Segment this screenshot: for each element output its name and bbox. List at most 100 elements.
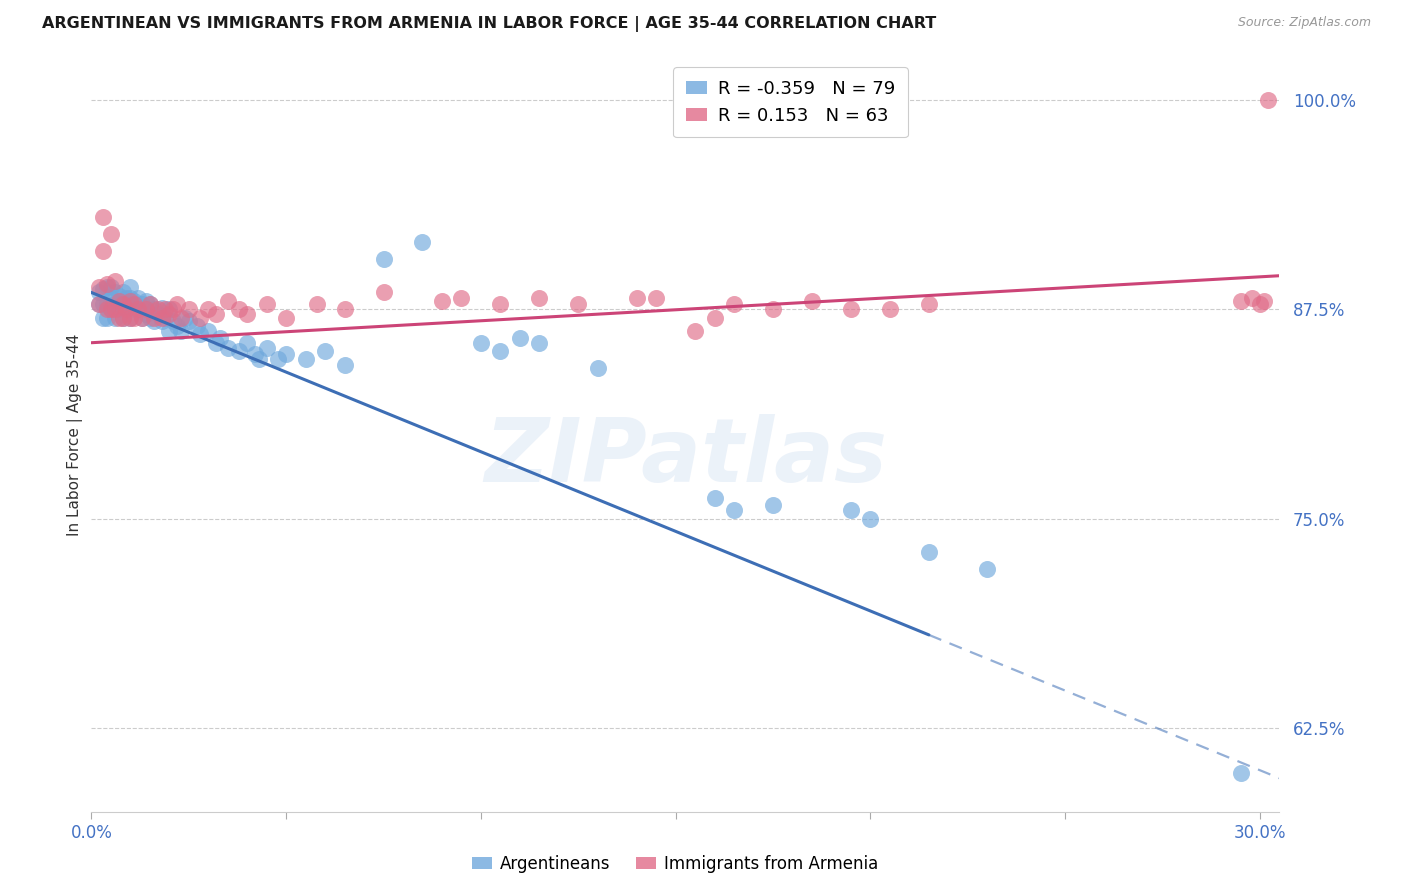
- Point: [111, 310, 134, 325]
- Point: [120, 310, 142, 325]
- Point: [683, 324, 706, 338]
- Point: [115, 302, 138, 317]
- Point: [139, 297, 162, 311]
- Point: [104, 285, 127, 300]
- Point: [115, 291, 138, 305]
- Point: [104, 302, 127, 317]
- Point: [586, 360, 609, 375]
- Point: [228, 302, 250, 317]
- Y-axis label: In Labor Force | Age 35-44: In Labor Force | Age 35-44: [67, 334, 83, 536]
- Point: [197, 302, 219, 317]
- Point: [96, 280, 118, 294]
- Point: [104, 310, 127, 325]
- Point: [91, 210, 114, 224]
- Point: [139, 297, 162, 311]
- Point: [645, 291, 668, 305]
- Point: [509, 331, 531, 345]
- Point: [91, 310, 114, 325]
- Point: [626, 291, 648, 305]
- Point: [703, 491, 725, 506]
- Point: [150, 314, 173, 328]
- Legend: Argentineans, Immigrants from Armenia: Argentineans, Immigrants from Armenia: [465, 848, 884, 880]
- Point: [859, 511, 882, 525]
- Point: [155, 310, 177, 325]
- Point: [411, 235, 433, 250]
- Point: [307, 297, 329, 311]
- Point: [723, 297, 745, 311]
- Point: [135, 307, 157, 321]
- Point: [111, 285, 134, 300]
- Point: [131, 310, 153, 325]
- Point: [470, 335, 492, 350]
- Point: [89, 297, 111, 311]
- Point: [135, 302, 157, 317]
- Point: [976, 562, 998, 576]
- Point: [107, 289, 129, 303]
- Point: [89, 297, 111, 311]
- Point: [333, 358, 356, 372]
- Point: [1229, 766, 1251, 780]
- Point: [120, 280, 142, 294]
- Point: [762, 302, 785, 317]
- Point: [294, 352, 316, 367]
- Point: [243, 347, 266, 361]
- Point: [529, 291, 551, 305]
- Point: [205, 335, 228, 350]
- Point: [146, 307, 169, 321]
- Point: [89, 280, 111, 294]
- Point: [529, 335, 551, 350]
- Point: [166, 297, 188, 311]
- Point: [100, 291, 122, 305]
- Point: [267, 352, 290, 367]
- Point: [1253, 293, 1275, 308]
- Point: [217, 293, 239, 308]
- Point: [236, 335, 259, 350]
- Point: [205, 307, 228, 321]
- Point: [1229, 293, 1251, 308]
- Point: [135, 293, 157, 308]
- Point: [256, 297, 278, 311]
- Point: [100, 227, 122, 241]
- Point: [157, 307, 180, 321]
- Point: [1249, 297, 1271, 311]
- Point: [333, 302, 356, 317]
- Point: [111, 297, 134, 311]
- Point: [107, 302, 129, 317]
- Point: [170, 324, 193, 338]
- Point: [96, 310, 118, 325]
- Point: [186, 318, 208, 333]
- Point: [122, 302, 145, 317]
- Point: [120, 297, 142, 311]
- Point: [107, 310, 129, 325]
- Point: [91, 282, 114, 296]
- Point: [100, 302, 122, 317]
- Point: [120, 291, 142, 305]
- Point: [1257, 93, 1279, 107]
- Point: [150, 301, 173, 315]
- Point: [190, 327, 212, 342]
- Point: [131, 297, 153, 311]
- Point: [170, 310, 193, 325]
- Text: ARGENTINEAN VS IMMIGRANTS FROM ARMENIA IN LABOR FORCE | AGE 35-44 CORRELATION CH: ARGENTINEAN VS IMMIGRANTS FROM ARMENIA I…: [42, 16, 936, 32]
- Point: [162, 302, 184, 317]
- Point: [166, 318, 188, 333]
- Point: [373, 285, 395, 300]
- Point: [131, 310, 153, 325]
- Point: [127, 291, 149, 305]
- Point: [276, 310, 298, 325]
- Point: [142, 302, 165, 317]
- Point: [142, 314, 165, 328]
- Point: [107, 293, 129, 308]
- Point: [115, 302, 138, 317]
- Point: [111, 297, 134, 311]
- Point: [177, 314, 200, 328]
- Point: [839, 503, 862, 517]
- Point: [91, 244, 114, 258]
- Point: [104, 297, 127, 311]
- Point: [489, 344, 512, 359]
- Legend: R = -0.359   N = 79, R = 0.153   N = 63: R = -0.359 N = 79, R = 0.153 N = 63: [673, 67, 908, 137]
- Point: [247, 352, 270, 367]
- Point: [489, 297, 512, 311]
- Point: [127, 302, 149, 317]
- Point: [89, 285, 111, 300]
